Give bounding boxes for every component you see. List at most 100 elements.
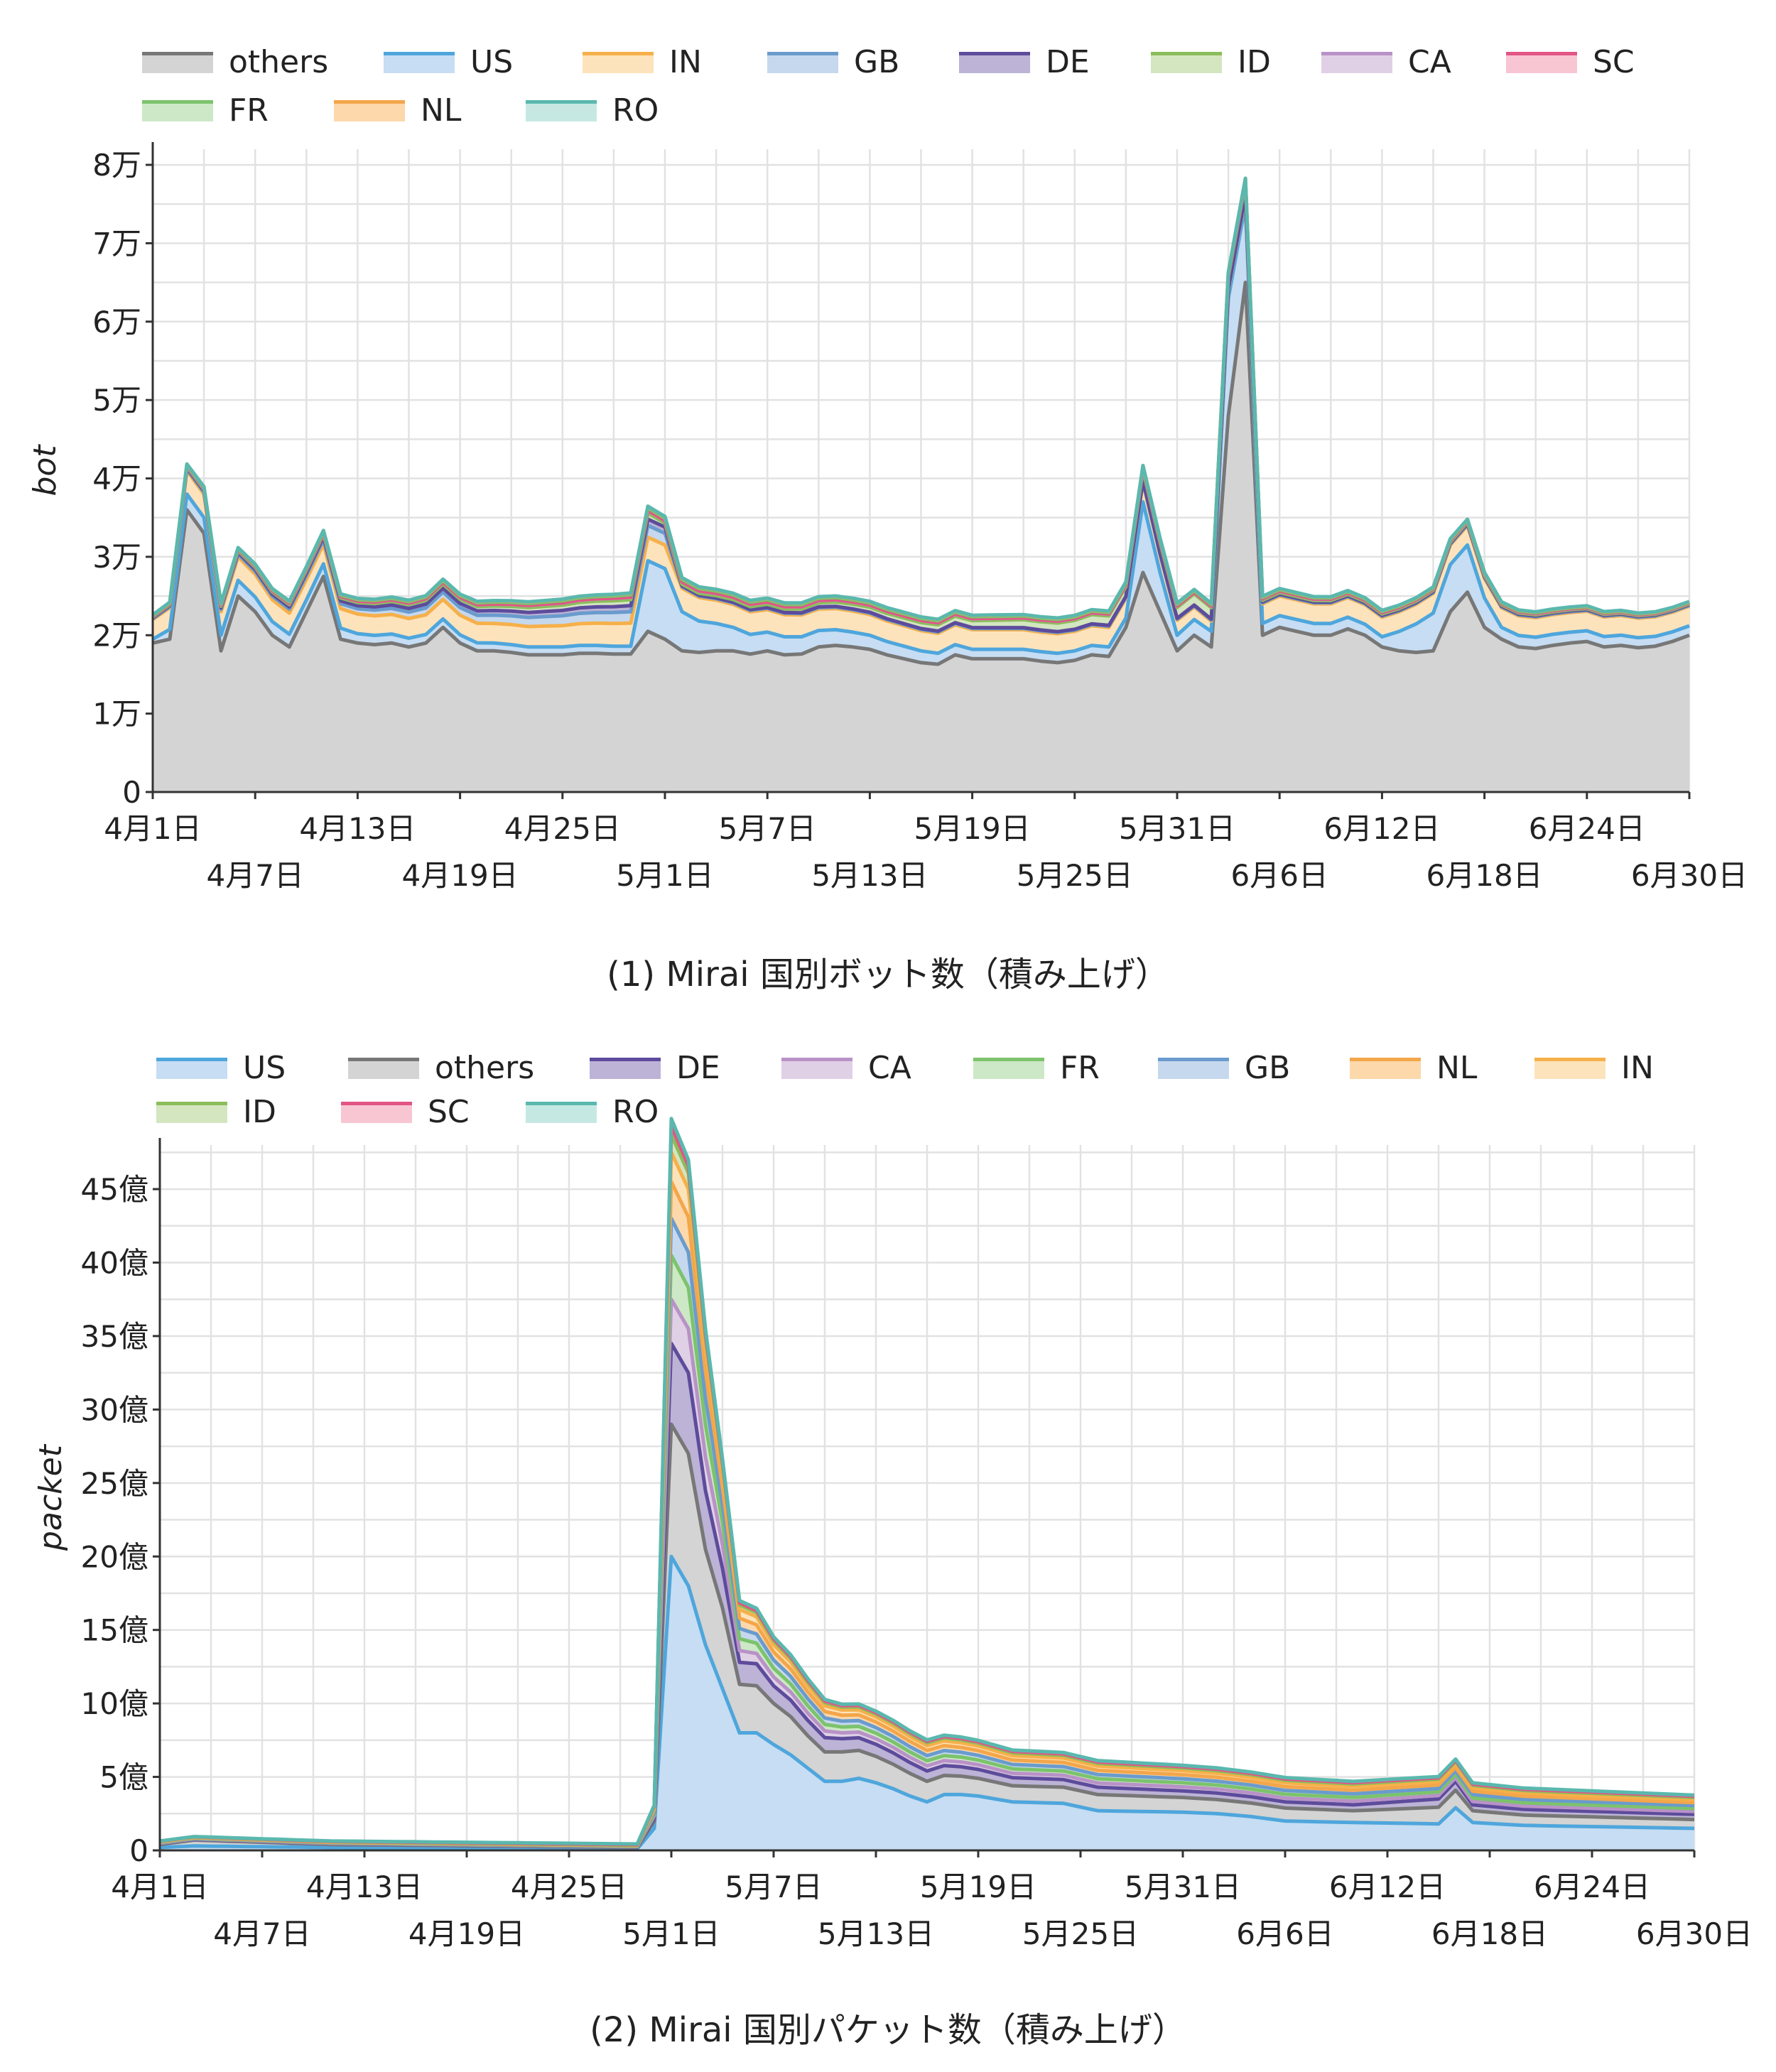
legend-swatch-de xyxy=(959,51,1030,73)
legend-item-de: DE xyxy=(959,44,1090,80)
y-tick-label: 10億 xyxy=(81,1686,148,1721)
x-tick-label: 5月7日 xyxy=(725,1870,822,1904)
legend-item-id: ID xyxy=(156,1094,276,1130)
line-us xyxy=(151,202,1690,656)
x-tick-label: 5月31日 xyxy=(1119,811,1235,846)
legend-item-in: IN xyxy=(583,44,702,80)
legend-label: US xyxy=(470,44,514,80)
legend-item-fr: FR xyxy=(973,1050,1100,1086)
legend-label: CA xyxy=(868,1050,911,1086)
legend-item-gb: GB xyxy=(767,44,899,80)
x-tick-label: 5月1日 xyxy=(622,1916,720,1951)
y-tick-label: 0 xyxy=(129,1833,148,1868)
x-tick-label: 4月19日 xyxy=(402,858,519,893)
legend-swatch-others xyxy=(142,51,213,73)
line-us xyxy=(159,1554,1695,1851)
legend-item-de: DE xyxy=(590,1050,720,1086)
x-tick-label: 5月1日 xyxy=(616,858,713,893)
x-tick-label: 6月18日 xyxy=(1426,858,1543,893)
legend-label: CA xyxy=(1408,44,1451,80)
legend-label: FR xyxy=(1060,1050,1100,1086)
legend-label: SC xyxy=(428,1094,470,1130)
legend-swatch-gb xyxy=(1158,1057,1229,1079)
legend-swatch-in xyxy=(1534,1057,1606,1079)
legend-swatch-fr xyxy=(973,1057,1044,1079)
y-tick-label: 7万 xyxy=(92,226,141,261)
legend-swatch-de xyxy=(590,1057,661,1079)
legend-item-others: others xyxy=(142,44,328,80)
y-tick-label: 45億 xyxy=(81,1172,148,1207)
legend-label: NL xyxy=(1436,1050,1478,1086)
line-ro xyxy=(159,1117,1695,1846)
legend-item-others: others xyxy=(348,1050,534,1086)
legend-item-ca: CA xyxy=(781,1050,911,1086)
legend-item-in: IN xyxy=(1534,1050,1654,1086)
legend-swatch-ro xyxy=(526,1101,597,1123)
x-tick-label: 4月7日 xyxy=(206,858,303,893)
x-tick-label: 6月12日 xyxy=(1323,811,1440,846)
y-axis-title: packet xyxy=(33,1443,69,1551)
y-tick-label: 6万 xyxy=(92,305,141,340)
x-tick-label: 5月7日 xyxy=(718,811,816,846)
x-tick-label: 6月12日 xyxy=(1329,1870,1446,1904)
x-tick-label: 4月13日 xyxy=(306,1870,423,1904)
legend-item-gb: GB xyxy=(1158,1050,1290,1086)
legend-label: ID xyxy=(1238,44,1271,80)
legend-label: ID xyxy=(243,1094,276,1130)
legend-label: DE xyxy=(1046,44,1090,80)
y-tick-label: 20億 xyxy=(81,1539,148,1574)
legend-item-ro: RO xyxy=(526,1094,659,1130)
legend-swatch-id xyxy=(1151,51,1222,73)
legend-item-sc: SC xyxy=(1506,44,1635,80)
legend-label: US xyxy=(243,1050,286,1086)
y-tick-label: 2万 xyxy=(92,618,141,653)
x-tick-label: 4月7日 xyxy=(213,1916,310,1951)
legend-item-nl: NL xyxy=(1350,1050,1477,1086)
x-tick-label: 6月6日 xyxy=(1230,858,1328,893)
y-axis-title: bot xyxy=(27,444,63,497)
legend-swatch-gb xyxy=(767,51,838,73)
legend-item-nl: NL xyxy=(334,92,461,129)
legend-label: GB xyxy=(854,44,900,80)
legend-label: others xyxy=(435,1050,535,1086)
legend-label: NL xyxy=(421,92,462,129)
stacked-areas xyxy=(153,178,1689,793)
legend-item-us: US xyxy=(156,1050,286,1086)
x-tick-label: 4月13日 xyxy=(299,811,416,846)
chart-1-caption: (1) Mirai 国別ボット数（積み上げ） xyxy=(607,955,1169,994)
legend-item-sc: SC xyxy=(341,1094,470,1130)
legend-item-ro: RO xyxy=(526,92,659,129)
legend-label: SC xyxy=(1593,44,1635,80)
y-tick-label: 15億 xyxy=(81,1613,148,1648)
y-tick-label: 1万 xyxy=(92,697,141,732)
x-tick-label: 5月13日 xyxy=(811,858,928,893)
x-tick-label: 5月19日 xyxy=(914,811,1031,846)
x-tick-label: 4月25日 xyxy=(504,811,621,846)
legend-swatch-nl xyxy=(334,99,405,121)
x-tick-label: 5月25日 xyxy=(1022,1916,1139,1951)
line-ro xyxy=(151,176,1690,622)
legend-swatch-ca xyxy=(1321,51,1392,73)
x-tick-label: 4月1日 xyxy=(104,811,201,846)
legend-swatch-fr xyxy=(142,99,213,121)
legend-swatch-sc xyxy=(1506,51,1577,73)
x-tick-label: 5月31日 xyxy=(1125,1870,1241,1904)
legend-item-fr: FR xyxy=(142,92,269,129)
legend-swatch-ca xyxy=(781,1057,852,1079)
y-tick-label: 40億 xyxy=(81,1246,148,1281)
chart-2-caption: (2) Mirai 国別パケット数（積み上げ） xyxy=(590,2010,1186,2050)
y-tick-label: 30億 xyxy=(81,1392,148,1427)
x-tick-label: 6月24日 xyxy=(1529,811,1645,846)
x-tick-label: 6月30日 xyxy=(1636,1916,1753,1951)
legend-label: FR xyxy=(229,92,269,129)
legend-label: RO xyxy=(612,1094,659,1130)
x-tick-label: 6月6日 xyxy=(1236,1916,1333,1951)
y-tick-label: 25億 xyxy=(81,1466,148,1501)
legend-label: IN xyxy=(1621,1050,1654,1086)
legend-swatch-sc xyxy=(341,1101,412,1123)
line-others xyxy=(152,281,1690,666)
x-tick-label: 5月25日 xyxy=(1017,858,1133,893)
legend-item-id: ID xyxy=(1151,44,1271,80)
x-tick-label: 4月25日 xyxy=(511,1870,627,1904)
